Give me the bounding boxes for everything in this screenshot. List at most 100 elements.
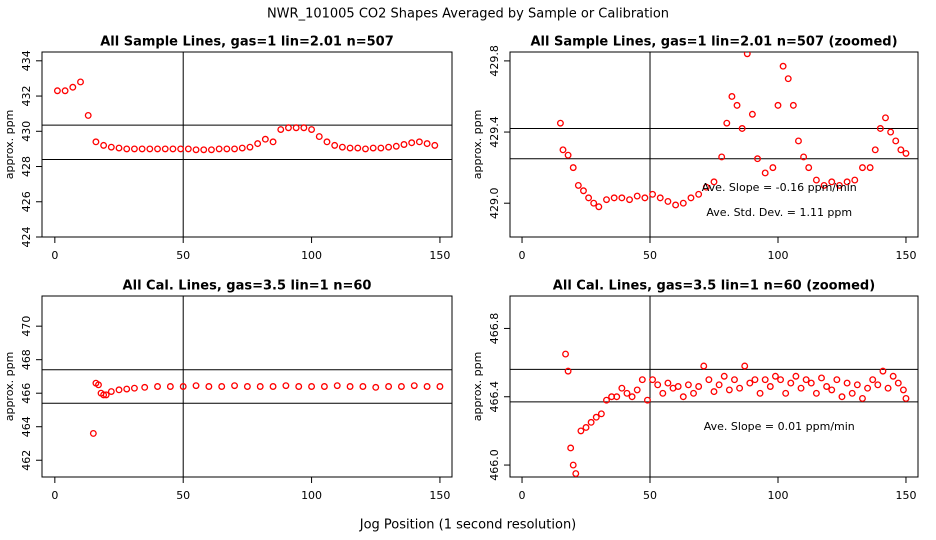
data-point: [736, 384, 744, 392]
data-point: [585, 194, 593, 202]
data-point: [354, 144, 362, 152]
data-point: [848, 389, 856, 397]
data-point: [69, 83, 77, 91]
y-tick-label: 426: [20, 191, 33, 212]
data-point: [731, 376, 738, 384]
data-point: [789, 101, 797, 109]
data-point: [820, 181, 828, 189]
data-point: [269, 383, 277, 390]
data-point: [192, 146, 200, 154]
data-point: [761, 376, 769, 384]
data-point: [410, 382, 418, 390]
data-point: [89, 429, 97, 437]
data-point: [899, 386, 907, 394]
data-point: [887, 128, 895, 136]
data-point: [674, 383, 682, 390]
y-tick-label: 466: [20, 383, 33, 404]
y-axis-label: approx. ppm: [471, 110, 484, 180]
data-point: [771, 372, 779, 380]
data-point: [415, 138, 423, 146]
data-point: [130, 384, 138, 392]
x-axis-label: Jog Position (1 second resolution): [359, 518, 577, 533]
data-point: [818, 374, 825, 382]
data-point: [723, 119, 731, 127]
data-point: [902, 395, 910, 402]
data-point: [369, 144, 377, 152]
data-point: [835, 181, 843, 189]
data-point: [800, 153, 808, 161]
data-point: [254, 140, 262, 148]
data-point: [797, 384, 805, 392]
data-point: [710, 178, 718, 186]
data-point: [795, 137, 802, 145]
y-tick-label: 470: [20, 316, 33, 337]
y-tick-label: 466.0: [488, 449, 501, 481]
data-point: [107, 388, 115, 395]
annotation: Ave. Slope = 0.01 ppm/min: [704, 420, 855, 433]
data-point: [377, 144, 385, 152]
data-point: [702, 183, 710, 191]
data-point: [315, 133, 323, 141]
y-tick-label: 424: [20, 227, 33, 248]
data-point: [871, 146, 879, 154]
data-point: [569, 164, 577, 172]
data-point: [603, 396, 610, 404]
data-point: [423, 140, 431, 148]
y-tick-label: 466.4: [488, 381, 501, 413]
y-axis-label: approx. ppm: [3, 352, 16, 422]
x-tick-label: 0: [519, 249, 526, 262]
plot-area: [510, 52, 918, 237]
data-point: [331, 141, 339, 149]
data-point: [769, 164, 777, 172]
data-point: [397, 383, 405, 390]
data-point: [308, 383, 316, 390]
data-point: [408, 139, 416, 147]
data-point: [192, 382, 200, 390]
data-point: [154, 145, 161, 153]
data-point: [812, 389, 820, 397]
data-point: [610, 194, 618, 202]
data-point: [853, 381, 861, 389]
data-point: [766, 383, 774, 390]
data-point: [107, 143, 115, 151]
data-point: [659, 389, 667, 397]
data-point: [282, 382, 290, 390]
data-point: [423, 383, 431, 390]
data-point: [359, 383, 367, 390]
data-point: [130, 145, 138, 153]
data-point: [256, 383, 264, 390]
x-tick-label: 50: [176, 249, 190, 262]
data-point: [261, 135, 269, 143]
y-tick-label: 462: [20, 450, 33, 471]
data-point: [874, 381, 882, 389]
y-axis-label: approx. ppm: [471, 352, 484, 422]
data-point: [567, 444, 575, 452]
data-point: [556, 119, 564, 127]
data-point: [123, 145, 131, 153]
y-tick-label: 464: [20, 416, 33, 437]
data-point: [308, 126, 316, 133]
y-tick-label: 430: [20, 121, 33, 142]
data-point: [828, 178, 836, 186]
data-point: [223, 145, 231, 153]
data-point: [843, 178, 851, 186]
data-point: [587, 418, 595, 426]
data-point: [869, 376, 877, 384]
data-point: [618, 384, 626, 392]
data-point: [77, 78, 84, 86]
data-point: [695, 383, 703, 390]
data-point: [779, 62, 787, 70]
data-point: [292, 124, 300, 132]
data-point: [115, 144, 123, 152]
data-point: [238, 144, 246, 152]
data-point: [141, 383, 149, 391]
data-point: [123, 385, 131, 393]
data-point: [205, 383, 213, 390]
data-point: [866, 164, 874, 172]
data-point: [715, 381, 723, 389]
data-point: [323, 138, 331, 146]
data-point: [572, 470, 580, 477]
data-point: [207, 146, 215, 154]
data-point: [100, 141, 108, 149]
